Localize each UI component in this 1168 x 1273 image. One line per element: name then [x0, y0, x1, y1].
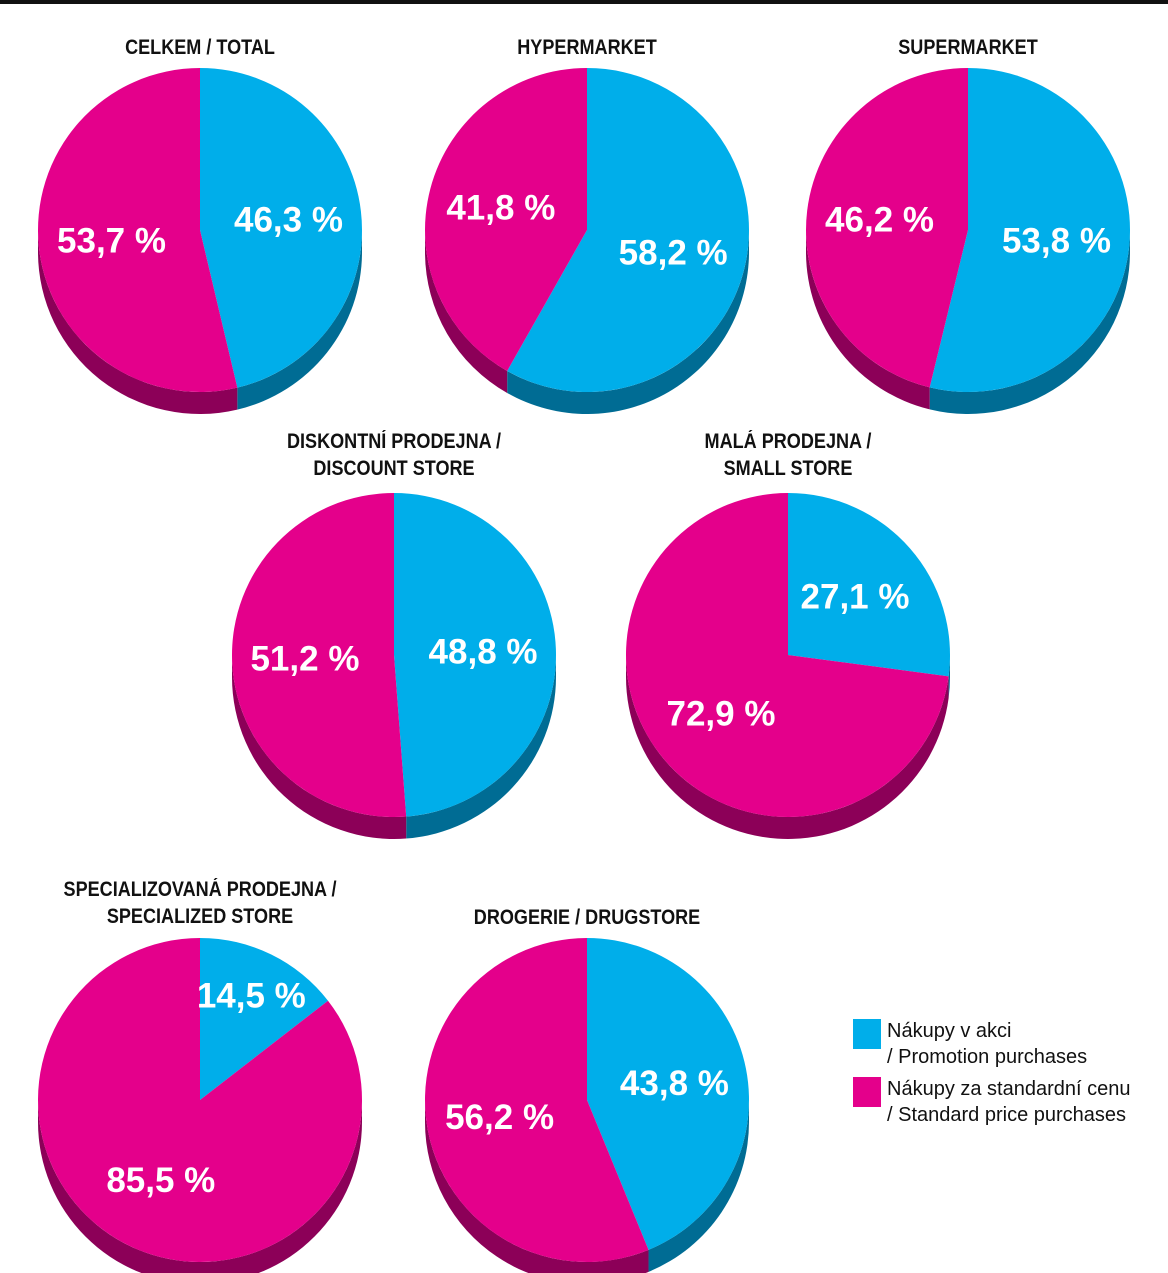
slice-value-label: 46,2 % — [825, 200, 934, 239]
slice-value-label: 43,8 % — [620, 1064, 729, 1103]
chart-title-line-1: HYPERMARKET — [517, 36, 657, 59]
pie-side-promotion — [948, 655, 950, 699]
chart-title: DISKONTNÍ PRODEJNA / DISCOUNT STORE — [231, 428, 558, 482]
pie-slice-promotion — [394, 493, 556, 817]
legend-label-standard-en: / Standard price purchases — [887, 1104, 1127, 1126]
pie-side-standard — [232, 655, 407, 839]
pie-slice-standard — [806, 68, 968, 388]
chart-title: HYPERMARKET — [424, 34, 751, 61]
pie-side-promotion — [507, 230, 749, 414]
legend-item-standard: Nákupy za standardní cenu / Standard pri… — [853, 1076, 1131, 1128]
slice-value-label: 41,8 % — [446, 188, 555, 227]
pie-slice-standard — [626, 493, 949, 818]
pie-chart-3: 53,8 % 46,2 % — [806, 68, 1130, 415]
chart-title-line-1: MALÁ PRODEJNA / — [704, 430, 872, 453]
slice-value-label: 58,2 % — [619, 234, 728, 273]
chart-title: CELKEM / TOTAL — [37, 34, 364, 61]
slice-value-label: 48,8 % — [429, 633, 538, 672]
pie-chart-2: 58,2 % 41,8 % — [425, 68, 749, 414]
pie-slice-promotion — [587, 937, 750, 1250]
chart-title: MALÁ PRODEJNA / SMALL STORE — [625, 428, 952, 482]
pie-chart-4: 48,8 % 51,2 % — [231, 493, 556, 839]
pie-side-standard — [425, 230, 508, 393]
slice-value-label: 85,5 % — [106, 1161, 215, 1200]
chart-title-line-2: DISCOUNT STORE — [313, 457, 475, 480]
pie-side-standard — [425, 1100, 649, 1273]
pie-slice-standard — [38, 68, 238, 392]
pie-chart-1: 46,3 % 53,7 % — [38, 68, 363, 414]
pie-slice-standard — [231, 493, 407, 817]
slice-value-label: 14,5 % — [197, 976, 306, 1015]
pie-side-promotion — [237, 230, 362, 410]
chart-title-line-1: DROGERIE / DRUGSTORE — [473, 906, 701, 929]
slice-value-label: 53,7 % — [57, 221, 166, 260]
chart-title: SPECIALIZOVANÁ PRODEJNA / SPECIALIZED STO… — [37, 876, 364, 930]
pie-slice-promotion — [200, 938, 329, 1100]
chart-title-line-2: SMALL STORE — [723, 457, 853, 480]
chart-title-line-1: SPECIALIZOVANÁ PRODEJNA / — [63, 878, 337, 901]
pie-side-promotion — [648, 1100, 749, 1272]
pie-slice-standard — [38, 938, 363, 1263]
slice-value-label: 51,2 % — [250, 639, 359, 678]
chart-title: DROGERIE / DRUGSTORE — [424, 904, 751, 931]
pie-side-promotion — [406, 655, 556, 839]
top-rule — [0, 0, 1168, 4]
pie-chart-6: 14,5 % 85,5 % — [38, 938, 363, 1273]
chart-title: SUPERMARKET — [805, 34, 1132, 61]
legend-item-promotion: Nákupy v akci / Promotion purchases — [853, 1018, 1131, 1070]
pie-slice-promotion — [200, 68, 363, 388]
pie-slice-promotion — [507, 68, 749, 392]
legend-swatch-promotion — [853, 1019, 881, 1049]
pie-slice-standard — [425, 68, 587, 371]
slice-value-label: 27,1 % — [801, 577, 910, 616]
slice-value-label: 46,3 % — [234, 201, 343, 240]
pie-slice-standard — [425, 938, 649, 1263]
pie-chart-5: 27,1 % 72,9 % — [626, 493, 951, 840]
legend-label-promotion: Nákupy v akci — [887, 1020, 1012, 1042]
chart-title-line-1: SUPERMARKET — [898, 36, 1038, 59]
pie-slice-promotion — [929, 68, 1130, 392]
legend-label-standard: Nákupy za standardní cenu — [887, 1078, 1131, 1100]
chart-title-line-1: CELKEM / TOTAL — [125, 36, 275, 59]
slice-value-label: 56,2 % — [445, 1098, 554, 1137]
pie-side-promotion — [929, 230, 1130, 415]
chart-title-line-1: DISKONTNÍ PRODEJNA / — [286, 430, 502, 453]
slice-value-label: 53,8 % — [1002, 222, 1111, 261]
legend-swatch-standard — [853, 1077, 881, 1107]
pie-side-standard — [806, 230, 930, 410]
legend: Nákupy v akci / Promotion purchases Náku… — [853, 1018, 1131, 1134]
legend-label-promotion-en: / Promotion purchases — [887, 1046, 1088, 1068]
slice-value-label: 72,9 % — [666, 695, 775, 734]
pie-chart-7: 43,8 % 56,2 % — [425, 937, 750, 1273]
chart-title-line-2: SPECIALIZED STORE — [106, 905, 294, 928]
pie-slice-promotion — [788, 493, 951, 677]
pie-side-standard — [38, 230, 238, 414]
